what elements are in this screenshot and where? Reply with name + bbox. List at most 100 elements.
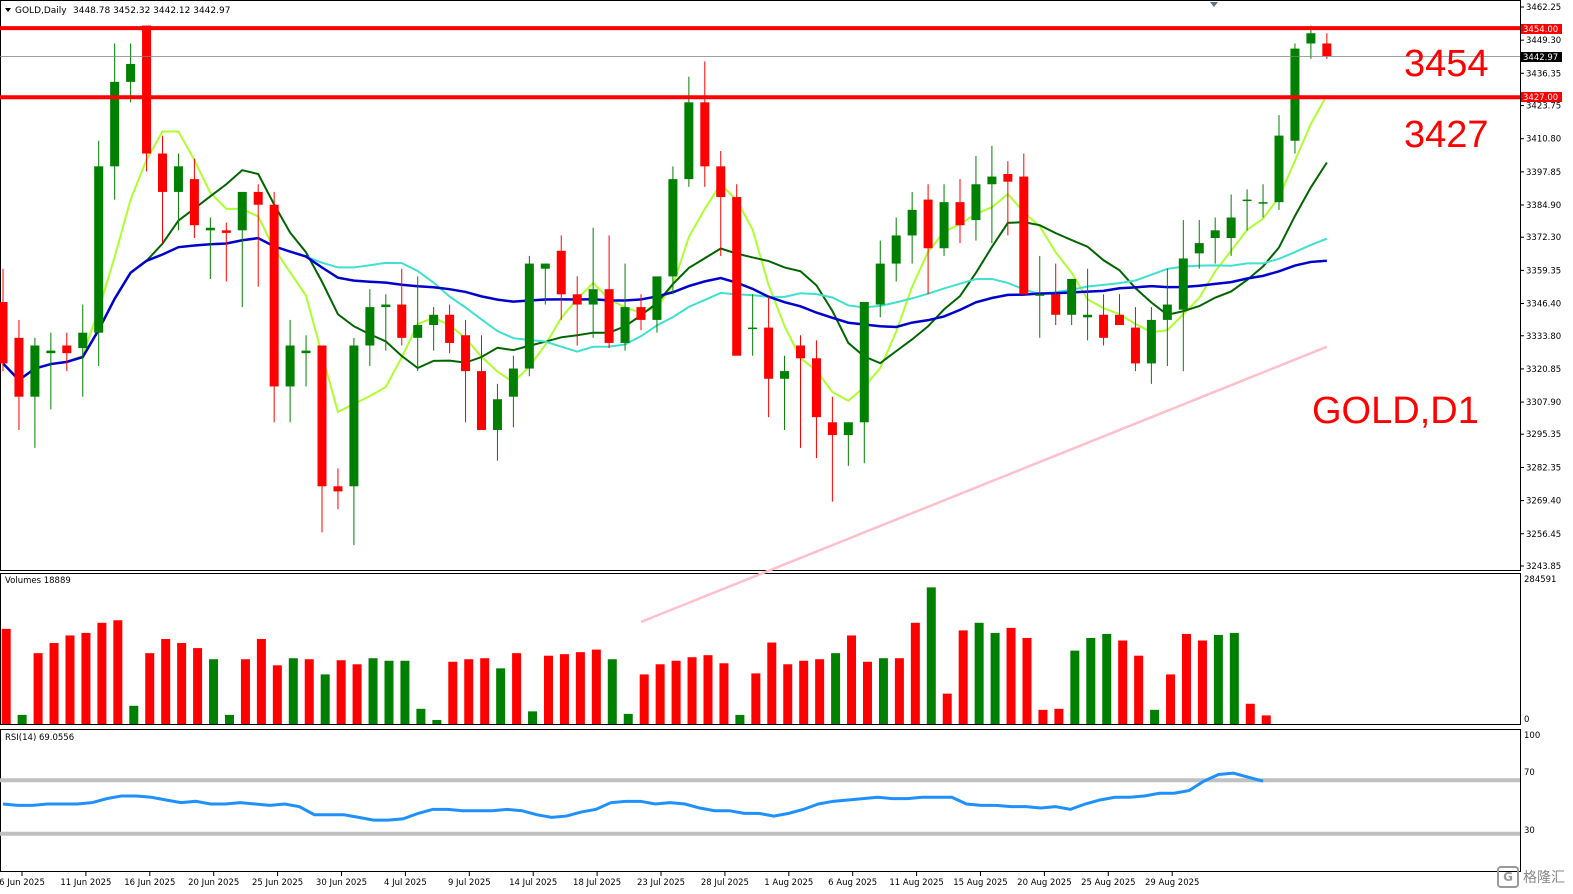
volume-bar (751, 673, 761, 724)
candle-body (1178, 258, 1188, 310)
candle (732, 184, 742, 356)
candle-body (764, 327, 774, 379)
candle (445, 304, 455, 354)
candle (764, 296, 774, 418)
volume-bar (256, 638, 266, 724)
volume-max-label: 284591 (1524, 575, 1556, 585)
candle-body (94, 166, 104, 333)
candle (429, 307, 439, 351)
rsi-ob-label: 70 (1524, 768, 1535, 778)
volume-bar (862, 661, 872, 724)
price-tick-label: 3436.35 (1526, 69, 1561, 79)
volume-bar (639, 674, 649, 724)
date-tick-label: 25 Aug 2025 (1081, 878, 1135, 888)
volume-bar (224, 714, 234, 724)
candle-body (907, 209, 917, 236)
volume-bar (240, 659, 250, 724)
candle-body (1035, 294, 1045, 296)
volume-bar (1038, 709, 1048, 724)
candle (1178, 220, 1188, 372)
volume-bar (671, 660, 681, 724)
level-high-annotation: 3454 (1404, 43, 1489, 85)
candle-body (1067, 278, 1077, 315)
volume-bar (432, 719, 442, 724)
candle (397, 268, 407, 346)
moving-averages (2, 94, 1328, 624)
volume-bar (272, 665, 282, 724)
candle (301, 335, 311, 387)
shift-marker-icon[interactable] (1210, 2, 1218, 7)
volume-bar (480, 658, 490, 724)
candle (1226, 194, 1236, 256)
volume-bars (1, 587, 1271, 724)
candle (700, 61, 710, 187)
candle (939, 184, 949, 256)
volume-bar (831, 653, 841, 724)
volume-bar (400, 660, 410, 724)
volume-bar (703, 655, 713, 724)
candle (237, 191, 247, 308)
candle (285, 319, 295, 423)
candle-body (349, 345, 359, 487)
candle-body (843, 422, 853, 436)
candle (1194, 220, 1204, 269)
candle-body (716, 166, 726, 198)
rsi-os-label: 30 (1524, 826, 1535, 836)
volume-bar (687, 657, 697, 724)
candle-body (827, 422, 837, 436)
candle (94, 140, 104, 366)
volume-bar (177, 643, 187, 724)
candle (716, 150, 726, 256)
price-levels[interactable] (0, 26, 1520, 100)
volume-bar (209, 659, 219, 724)
dropdown-triangle-icon[interactable] (5, 8, 11, 12)
candle-body (126, 63, 136, 82)
candle (652, 276, 662, 333)
volume-bar (464, 659, 474, 724)
watermark: G 格隆汇 (1497, 866, 1565, 888)
volume-bar (1086, 637, 1096, 724)
price-tick-label: 3449.30 (1526, 36, 1561, 46)
candle (269, 191, 279, 423)
candle (907, 191, 917, 264)
volume-bar (97, 622, 107, 724)
price-tick-label: 3333.80 (1526, 332, 1561, 342)
volume-bar (847, 635, 857, 724)
candle-body (397, 304, 407, 338)
level-low-annotation: 3427 (1404, 114, 1489, 156)
candle (1051, 263, 1061, 326)
candle-body (748, 327, 758, 330)
candle-body (700, 102, 710, 167)
volume-bar (990, 632, 1000, 724)
volume-bar (193, 648, 203, 724)
date-tick-label: 28 Jul 2025 (701, 878, 749, 888)
candle-body (524, 263, 534, 369)
candle (317, 345, 327, 533)
candle (859, 301, 869, 464)
current-price-tag: 3442.97 (1523, 53, 1558, 63)
ma_blue-line (2, 236, 1327, 382)
candle (811, 340, 821, 459)
candle-body (173, 166, 183, 192)
candle (365, 289, 375, 366)
candle-body (588, 289, 598, 305)
candle (1322, 33, 1332, 59)
candle-body (1290, 48, 1300, 141)
date-tick-label: 30 Jun 2025 (316, 878, 367, 888)
candle (158, 135, 167, 244)
candle-body (923, 199, 933, 249)
candle (189, 158, 199, 238)
candle (349, 337, 359, 546)
candle-body (381, 304, 391, 308)
candle (780, 355, 790, 430)
candle-body (1019, 176, 1029, 295)
ohlc-values: 3448.78 3452.32 3442.12 3442.97 (73, 6, 230, 16)
candle (684, 76, 694, 187)
volume-bar (974, 622, 984, 724)
candle (923, 184, 933, 295)
volume-bar (1022, 637, 1032, 724)
date-tick-label: 29 Aug 2025 (1145, 878, 1199, 888)
candle-body (1322, 43, 1332, 57)
candle-body (221, 230, 231, 233)
